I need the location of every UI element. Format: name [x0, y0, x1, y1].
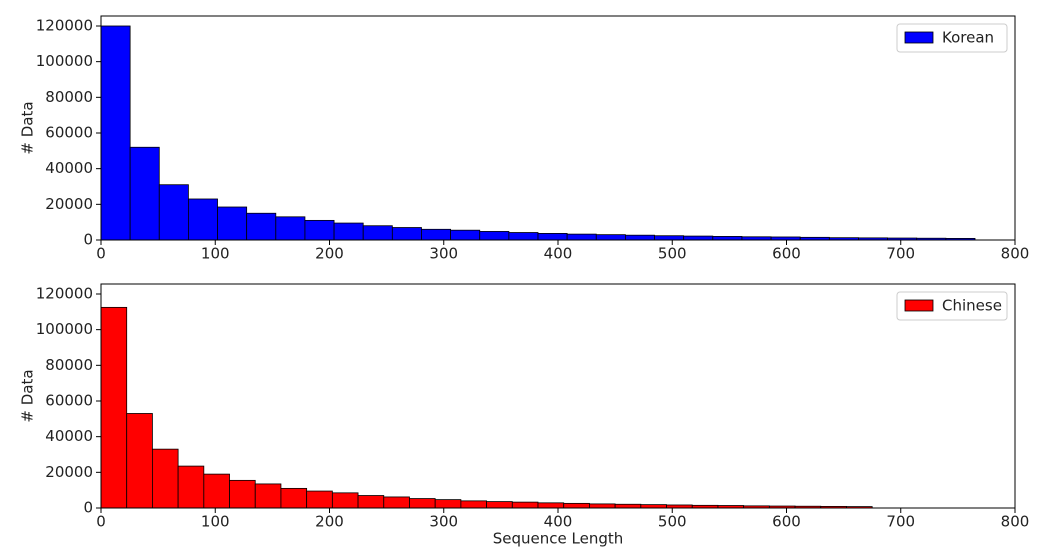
bar [508, 232, 539, 241]
x-tick-label: 500 [658, 245, 687, 263]
bar [486, 501, 513, 509]
y-axis-label: # Data [19, 369, 37, 422]
y-tick-label: 20000 [45, 195, 93, 213]
y-tick-label: 80000 [45, 88, 93, 106]
x-axis-label: Sequence Length [493, 530, 624, 547]
legend-swatch [904, 299, 934, 312]
bar [100, 306, 128, 509]
bar [126, 413, 153, 509]
y-tick-label: 20000 [45, 463, 93, 481]
x-tick-label: 0 [96, 245, 106, 263]
bar [460, 500, 487, 509]
bar [152, 448, 179, 509]
x-tick-label: 500 [658, 513, 687, 531]
legend-label: Korean [942, 29, 994, 47]
bar [409, 498, 436, 509]
bar [712, 236, 743, 241]
x-tick-label: 700 [886, 513, 915, 531]
y-tick-label: 40000 [45, 427, 93, 445]
bar [421, 228, 452, 241]
y-tick-label: 120000 [36, 16, 93, 34]
y-tick-label: 40000 [45, 159, 93, 177]
bar [450, 229, 481, 241]
bar [391, 227, 422, 241]
bar [304, 219, 335, 241]
x-tick-label: 800 [1001, 513, 1030, 531]
y-tick-label: 80000 [45, 356, 93, 374]
bar [683, 235, 714, 241]
bar [275, 216, 306, 241]
x-tick-label: 800 [1001, 245, 1030, 263]
legend-box [896, 23, 1008, 53]
legend-swatch [904, 31, 934, 44]
x-tick-label: 700 [886, 245, 915, 263]
bar [217, 206, 248, 241]
y-tick-label: 60000 [45, 391, 93, 409]
y-tick-label: 100000 [36, 320, 93, 338]
y-tick-label: 100000 [36, 52, 93, 70]
axes-frame [100, 283, 1016, 509]
y-tick-label: 120000 [36, 284, 93, 302]
x-tick-label: 100 [201, 513, 230, 531]
legend-box [896, 291, 1008, 321]
bar [434, 499, 462, 509]
bar [537, 233, 568, 241]
bar [306, 490, 333, 509]
bar [614, 503, 642, 509]
bar [625, 234, 655, 241]
bar [595, 234, 626, 241]
bar [177, 465, 205, 509]
bar [563, 502, 590, 509]
bar [129, 146, 160, 241]
bar [589, 503, 616, 509]
x-tick-label: 400 [544, 245, 573, 263]
bar [362, 225, 393, 241]
bar [246, 212, 277, 241]
x-tick-label: 600 [772, 245, 801, 263]
bar [383, 496, 410, 509]
bar [203, 473, 230, 509]
bar [333, 222, 364, 241]
bar [100, 25, 131, 241]
bar [654, 235, 685, 241]
bar [280, 487, 308, 509]
bar [254, 483, 282, 509]
y-tick-label: 0 [83, 499, 93, 517]
y-tick-label: 0 [83, 231, 93, 249]
bar [640, 504, 667, 509]
x-tick-label: 0 [96, 513, 106, 531]
x-tick-label: 200 [315, 245, 344, 263]
x-tick-label: 300 [429, 513, 458, 531]
bar [229, 479, 256, 509]
x-tick-label: 400 [544, 513, 573, 531]
x-tick-label: 200 [315, 513, 344, 531]
y-tick-label: 60000 [45, 123, 93, 141]
axes-frame [100, 15, 1016, 241]
y-axis-label: # Data [19, 101, 37, 154]
x-tick-label: 300 [429, 245, 458, 263]
x-tick-label: 600 [772, 513, 801, 531]
bar [566, 233, 597, 241]
bar [511, 501, 539, 509]
bar [537, 502, 565, 509]
bar [158, 184, 189, 241]
bar [188, 198, 218, 241]
bar [357, 495, 385, 509]
x-tick-label: 100 [201, 245, 230, 263]
legend-label: Chinese [942, 297, 1002, 315]
bar [331, 492, 359, 509]
bar [479, 231, 510, 241]
